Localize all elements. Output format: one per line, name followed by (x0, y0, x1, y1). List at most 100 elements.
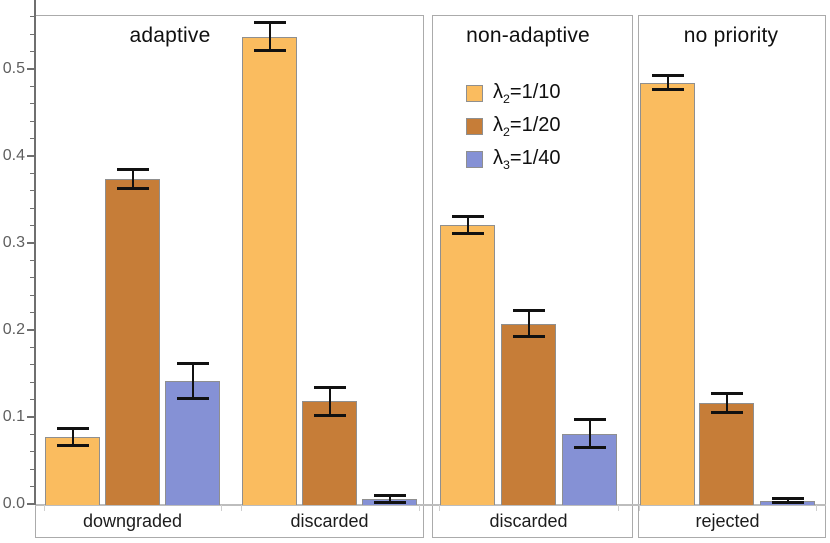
legend-lambda-subscript: 2 (503, 125, 510, 139)
error-bar-line (328, 387, 331, 416)
error-bar-cap (451, 214, 484, 218)
bar (640, 82, 695, 505)
error-bar-line (268, 22, 271, 51)
error-bar-cap (56, 444, 89, 448)
legend-lambda-subscript: 2 (503, 92, 510, 106)
y-tick-minor (30, 468, 34, 470)
x-axis-tick (419, 505, 420, 511)
category-label: discarded (489, 511, 568, 531)
legend-swatch (466, 85, 483, 102)
y-tick-minor (30, 207, 34, 209)
y-tick-label: 0.2 (2, 321, 25, 338)
error-bar-cap (651, 88, 684, 92)
legend-label: λ3=1/40 (493, 147, 561, 172)
category-label: downgraded (82, 511, 183, 531)
category-label: discarded (290, 511, 369, 531)
y-tick-minor (30, 103, 34, 105)
x-baseline (35, 504, 826, 506)
x-axis-tick (241, 505, 242, 511)
legend-swatch (466, 118, 483, 135)
panel-title: non-adaptive (466, 24, 590, 47)
error-bar-line (131, 169, 134, 189)
y-tick-major (27, 416, 34, 418)
legend-lambda-subscript: 3 (503, 158, 510, 172)
error-bar-line (388, 495, 391, 503)
bar (105, 178, 160, 505)
error-bar-line (666, 75, 669, 90)
legend-value-text: =1/10 (509, 81, 561, 103)
error-bar-cap (771, 500, 804, 504)
error-bar-cap (771, 497, 804, 501)
error-bar-cap (573, 418, 606, 422)
error-bar-cap (451, 231, 484, 235)
error-bar-line (466, 216, 469, 234)
y-tick-label: 0.3 (2, 234, 25, 251)
y-tick-minor (30, 172, 34, 174)
y-tick-minor (30, 312, 34, 314)
y-tick-minor (30, 277, 34, 279)
y-tick-label: 0.5 (2, 60, 25, 77)
y-tick-major (27, 503, 34, 505)
y-tick-label: 0.4 (2, 147, 25, 164)
y-tick-minor (30, 399, 34, 401)
legend-lambda-symbol: λ (493, 81, 503, 103)
error-bar-cap (253, 49, 286, 53)
bar (302, 401, 357, 505)
legend-value-text: =1/20 (509, 114, 561, 136)
y-tick-minor (30, 138, 34, 140)
y-tick-minor (30, 51, 34, 53)
error-bar-line (725, 393, 728, 413)
y-tick-major (27, 155, 34, 157)
x-axis-tick (221, 505, 222, 511)
legend-item: λ2=1/20 (466, 110, 616, 143)
y-tick-major (27, 242, 34, 244)
y-tick-minor (30, 486, 34, 488)
error-bar-line (191, 363, 194, 399)
error-bar-cap (651, 74, 684, 78)
y-tick-minor (30, 85, 34, 87)
x-axis-tick (44, 505, 45, 511)
y-tick-minor (30, 16, 34, 18)
error-bar-cap (710, 392, 743, 395)
error-bar-cap (176, 397, 209, 401)
y-tick-minor (30, 381, 34, 383)
error-bar-line (786, 498, 789, 503)
y-tick-minor (30, 190, 34, 192)
bar (440, 224, 495, 505)
error-bar-cap (373, 493, 406, 497)
y-axis-line (34, 0, 36, 505)
error-bar-cap (373, 500, 406, 504)
error-bar-line (71, 428, 74, 446)
error-bar-cap (313, 385, 346, 389)
error-bar-cap (512, 309, 545, 313)
y-tick-major (27, 68, 34, 70)
legend-item: λ3=1/40 (466, 143, 616, 176)
error-bar-cap (56, 426, 89, 430)
y-tick-minor (30, 294, 34, 296)
bar (242, 36, 297, 505)
legend-label: λ2=1/10 (493, 81, 561, 106)
x-axis-tick (439, 505, 440, 511)
error-bar-line (527, 310, 530, 337)
x-axis-tick (639, 505, 640, 511)
legend-value-text: =1/40 (509, 147, 561, 169)
x-axis-tick (618, 505, 619, 511)
y-tick-minor (30, 346, 34, 348)
legend-lambda-symbol: λ (493, 114, 503, 136)
error-bar-line (588, 419, 591, 448)
error-bar-cap (116, 167, 149, 171)
y-tick-minor (30, 433, 34, 435)
y-tick-minor (30, 364, 34, 366)
y-tick-minor (30, 451, 34, 453)
legend: λ2=1/10 λ2=1/20 λ3=1/40 (466, 77, 616, 176)
error-bar-cap (253, 21, 286, 25)
error-bar-cap (176, 362, 209, 366)
error-bar-cap (710, 411, 743, 415)
y-tick-minor (30, 120, 34, 122)
panel-title: adaptive (129, 24, 211, 47)
y-tick-major (27, 329, 34, 331)
error-bar-cap (313, 413, 346, 417)
legend-item: λ2=1/10 (466, 77, 616, 110)
y-tick-label: 0.0 (2, 495, 25, 512)
